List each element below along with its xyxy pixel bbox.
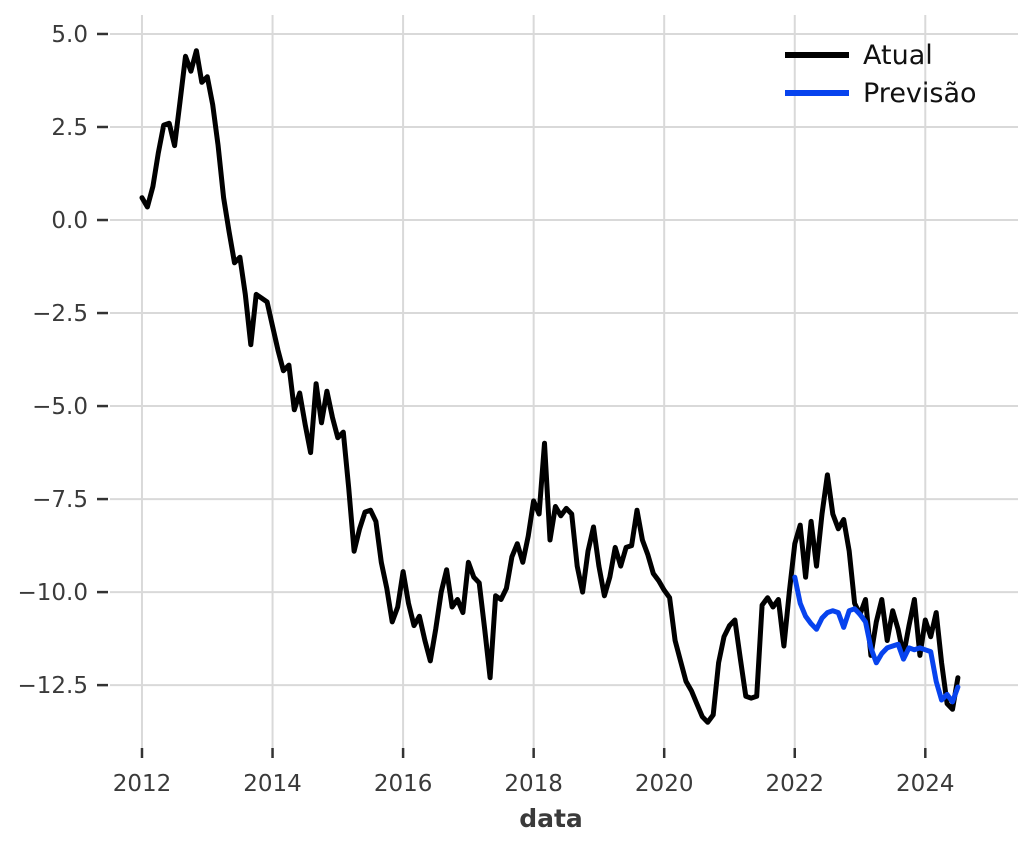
x-tick-label-2022: 2022 <box>765 771 824 797</box>
legend-label-atual: Atual <box>863 40 933 71</box>
x-tick-label-2014: 2014 <box>243 771 302 797</box>
y-tick-label--12.5: −12.5 <box>18 673 88 699</box>
data-series-lines <box>139 48 961 725</box>
x-tick-label-2012: 2012 <box>113 771 172 797</box>
y-tick-label-2.5: 2.5 <box>51 115 88 141</box>
y-tick-label--5: −5.0 <box>32 394 88 420</box>
y-tick-label-5: 5.0 <box>51 22 88 48</box>
axis-ticks-and-labels: 2012 2014 2016 2018 2020 2022 2024 5.0 2.5 0.0 −2.… <box>18 22 955 797</box>
y-tick-label-0: 0.0 <box>51 208 88 234</box>
legend-label-previsao: Previsão <box>863 78 977 109</box>
x-tick-label-2020: 2020 <box>635 771 694 797</box>
x-tick-label-2024: 2024 <box>896 771 955 797</box>
x-axis-label: data <box>519 804 583 833</box>
legend: Atual Previsão <box>785 40 977 109</box>
series-line-atual <box>139 48 961 725</box>
series-line-previsão <box>792 574 961 705</box>
y-tick-label--2.5: −2.5 <box>32 301 88 327</box>
x-tick-label-2018: 2018 <box>504 771 563 797</box>
y-tick-label--10: −10.0 <box>18 580 88 606</box>
y-tick-label--7.5: −7.5 <box>32 487 88 513</box>
gridlines <box>110 15 1018 748</box>
x-tick-label-2016: 2016 <box>374 771 433 797</box>
